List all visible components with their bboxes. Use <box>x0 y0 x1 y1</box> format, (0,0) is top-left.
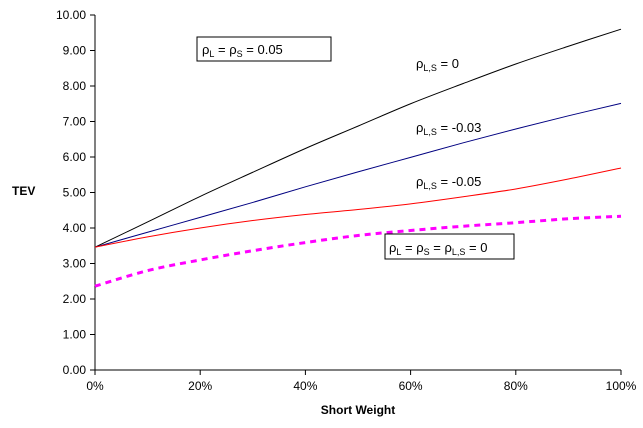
y-tick-label: 0.00 <box>63 363 87 377</box>
y-tick-label: 8.00 <box>63 79 87 93</box>
svg-text:ρL = ρS = 0.05: ρL = ρS = 0.05 <box>202 42 283 59</box>
y-axis-ticks: 0.00 1.00 2.00 3.00 4.00 5.00 6.00 7.00 8.00 9.00… <box>56 8 95 377</box>
x-tick-label: 40% <box>293 379 317 393</box>
annotation-box-rho-005: ρL = ρS = 0.05 <box>196 36 332 62</box>
y-tick-label: 7.00 <box>63 115 87 129</box>
label-rho-ls-m003: ρL,S = -0.03 <box>416 120 481 137</box>
plot-area <box>95 15 621 370</box>
x-tick-label: 100% <box>606 379 637 393</box>
y-tick-label: 5.00 <box>63 186 87 200</box>
x-axis-ticks: 0% 20% 40% 60% 80% 100% <box>86 370 637 393</box>
y-tick-label: 3.00 <box>63 257 87 271</box>
series-layer <box>94 28 622 288</box>
x-axis-title: Short Weight <box>321 403 395 417</box>
svg-text:ρL = ρS = ρL,S = 0: ρL = ρS = ρL,S = 0 <box>389 240 487 257</box>
y-tick-label: 1.00 <box>63 328 87 342</box>
x-tick-label: 0% <box>86 379 104 393</box>
annotation-box-rho-all-0: ρL = ρS = ρL,S = 0 <box>384 233 515 260</box>
label-rho-ls-0: ρL,S = 0 <box>416 56 459 73</box>
ann-text: ρ <box>202 42 209 57</box>
y-tick-label: 10.00 <box>56 8 86 22</box>
series-line-2 <box>94 167 622 248</box>
y-axis-title: TEV <box>12 184 35 198</box>
y-tick-label: 9.00 <box>63 44 87 58</box>
series-line-3 <box>94 214 622 288</box>
y-tick-label: 4.00 <box>63 221 87 235</box>
y-tick-label: 2.00 <box>63 292 87 306</box>
series-line-1 <box>94 102 622 248</box>
x-tick-label: 80% <box>504 379 528 393</box>
series-line-0 <box>94 28 622 248</box>
x-tick-label: 60% <box>399 379 423 393</box>
y-tick-label: 6.00 <box>63 150 87 164</box>
label-rho-ls-m005: ρL,S = -0.05 <box>416 174 481 191</box>
x-tick-label: 20% <box>188 379 212 393</box>
